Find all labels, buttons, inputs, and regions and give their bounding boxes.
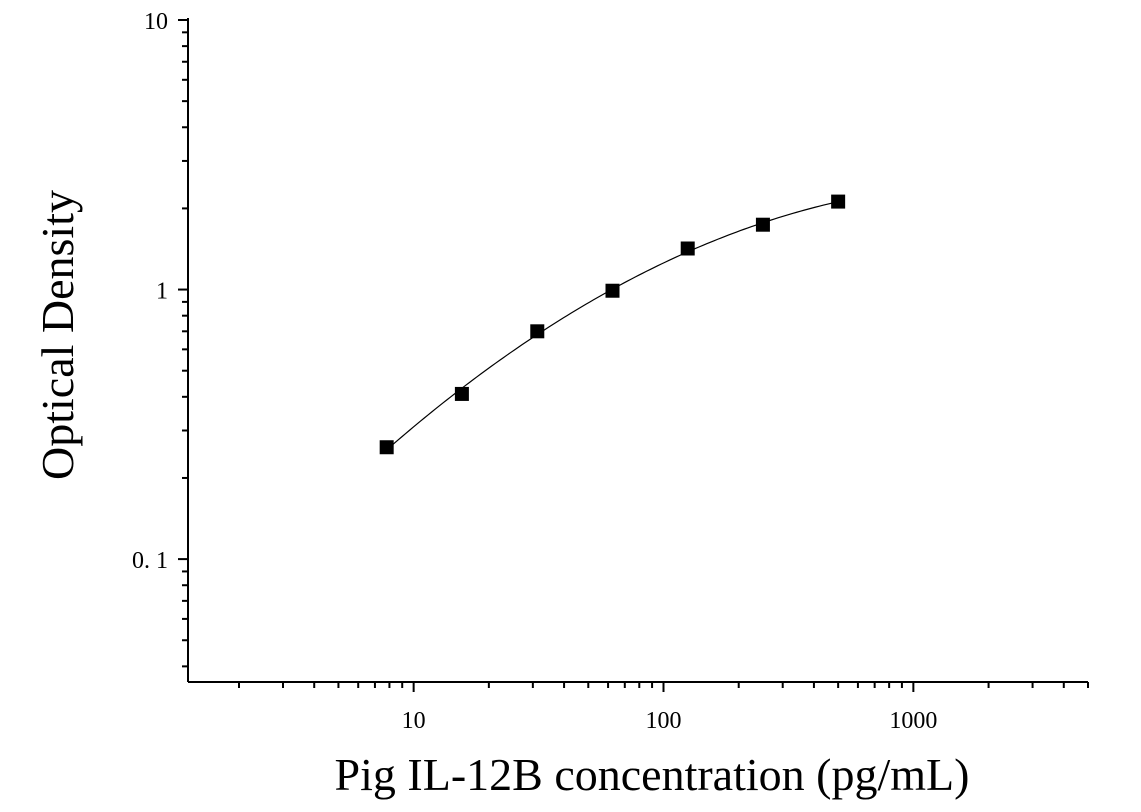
x-tick-label: 10 [402, 708, 426, 734]
data-point [605, 283, 620, 298]
tick-labels: 10 100 1000 10 1 0. 1 [132, 9, 937, 734]
y-tick-label: 0. 1 [132, 548, 168, 574]
y-axis-title: Optical Density [32, 190, 83, 480]
data-point [680, 241, 695, 256]
data-points [379, 194, 846, 455]
x-tick-label: 100 [646, 708, 682, 734]
data-point [379, 440, 394, 455]
data-point [755, 217, 770, 232]
data-point [831, 194, 846, 209]
y-tick-label: 1 [156, 279, 168, 305]
fit-curve-layer [386, 201, 839, 451]
data-point [530, 324, 545, 339]
axes [178, 18, 1089, 692]
fit-curve [386, 201, 839, 451]
x-tick-label: 1000 [889, 708, 937, 734]
x-axis-title: Pig IL-12B concentration (pg/mL) [335, 749, 970, 800]
data-point [454, 386, 469, 401]
y-tick-label: 10 [144, 9, 168, 35]
